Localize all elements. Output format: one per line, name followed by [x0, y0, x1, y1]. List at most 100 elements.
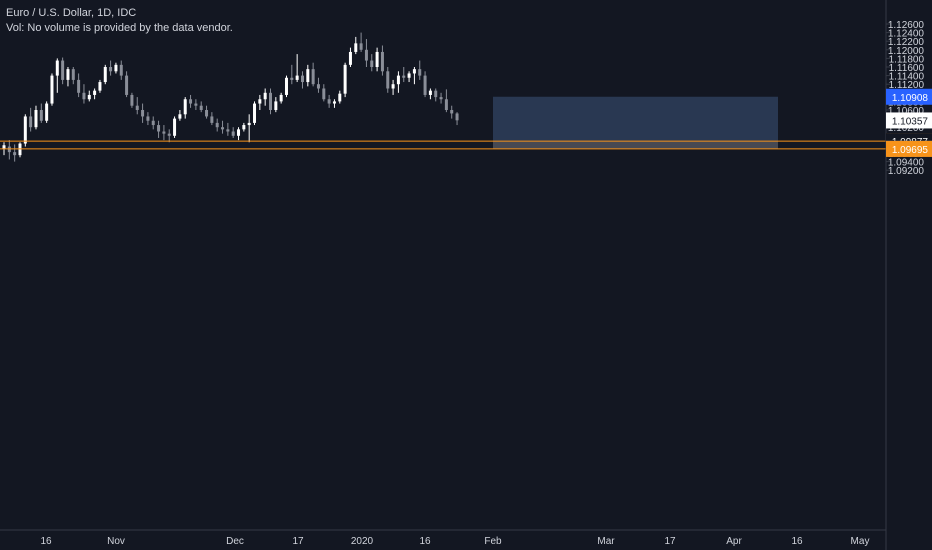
candle [173, 116, 177, 138]
candle-body [279, 94, 283, 102]
candle-body [141, 110, 145, 117]
candle [210, 112, 214, 126]
candle-body [13, 152, 17, 156]
candle-body [295, 75, 299, 80]
candle-body [61, 60, 65, 80]
candle [412, 67, 416, 85]
candle-body [194, 103, 198, 106]
candle-body [82, 92, 86, 100]
candle [103, 64, 107, 85]
candle-body [178, 114, 182, 119]
candle [354, 36, 358, 55]
candle-body [412, 69, 416, 74]
candle-body [39, 110, 43, 121]
candle [221, 120, 225, 134]
horizontal-levels[interactable] [0, 140, 886, 150]
volume-note: Vol: No volume is provided by the data v… [6, 22, 233, 34]
candle [434, 88, 438, 102]
candle [269, 88, 272, 115]
candle [87, 90, 91, 102]
candle [50, 73, 54, 106]
candle-body [221, 127, 225, 130]
candle [237, 127, 241, 141]
candle [300, 71, 304, 89]
candle-body [29, 116, 33, 128]
candle-body [418, 69, 422, 76]
candle [93, 88, 97, 100]
candle-body [380, 51, 384, 72]
y-tick-label: 1.12600 [888, 20, 925, 31]
candle [23, 114, 27, 147]
candle-body [253, 103, 257, 123]
candle-body [114, 64, 118, 72]
candle [55, 58, 59, 93]
time-axis[interactable]: 16 Nov Dec 17 2020 16 Feb Mar 17 Apr 16 May [40, 536, 869, 547]
price-label: 1.10908 [886, 88, 932, 105]
candle [66, 67, 70, 87]
y-tick-label: 1.11800 [889, 54, 925, 65]
candle-body [162, 131, 166, 134]
x-tick-label: Nov [107, 536, 125, 547]
candle-body [332, 101, 336, 104]
price-label: 1.09695 [886, 140, 932, 157]
x-tick-label: 2020 [351, 536, 374, 547]
candle [199, 101, 203, 113]
candle-body [428, 90, 432, 95]
candle [61, 57, 65, 85]
candle [338, 90, 342, 104]
candle-body [215, 122, 219, 128]
candle-body [242, 125, 246, 130]
x-tick-label: 17 [664, 536, 676, 547]
candle-body [322, 88, 326, 100]
y-tick-label: 1.11600 [889, 63, 925, 74]
candle [151, 116, 155, 130]
candle [247, 114, 251, 143]
candle-body [338, 93, 342, 102]
x-tick-label: 16 [419, 536, 431, 547]
candle [423, 71, 427, 98]
price-label-text: 1.10908 [892, 93, 929, 104]
candle-body [71, 69, 75, 80]
x-tick-label: Apr [726, 536, 742, 547]
candle [39, 103, 43, 123]
candle-body [226, 129, 230, 132]
candle-body [327, 99, 331, 104]
candle-body [151, 120, 155, 126]
candle [370, 54, 374, 72]
candle-body [205, 110, 209, 117]
candle [359, 32, 363, 52]
candle [34, 105, 38, 130]
y-tick-label: 1.12200 [888, 37, 925, 48]
candle-body [77, 79, 81, 93]
candle [157, 120, 161, 138]
projection-zone[interactable] [493, 96, 778, 149]
candle [114, 62, 118, 74]
y-tick-label: 1.09200 [888, 166, 925, 177]
candle-body [258, 99, 262, 104]
candle-body [87, 94, 91, 100]
candle [380, 45, 384, 76]
candle-body [423, 75, 427, 95]
candle-body [189, 99, 193, 104]
candle-body [210, 116, 214, 123]
y-tick-label: 1.12000 [888, 46, 925, 57]
candle [322, 84, 326, 102]
price-label-bg [886, 112, 932, 129]
candle-body [407, 73, 411, 78]
candle [183, 97, 187, 119]
candle [306, 64, 310, 87]
x-tick-label: Feb [484, 536, 502, 547]
candle [189, 94, 193, 108]
candle [311, 62, 315, 87]
candle [162, 125, 166, 141]
candle-body [157, 125, 161, 132]
candle-body [444, 99, 448, 110]
candle [428, 88, 432, 100]
stop-zone-box[interactable] [493, 141, 778, 149]
candle [141, 103, 145, 123]
candle [119, 60, 123, 80]
candle [125, 71, 129, 98]
candle [242, 122, 246, 132]
target-zone-box[interactable] [493, 96, 778, 142]
